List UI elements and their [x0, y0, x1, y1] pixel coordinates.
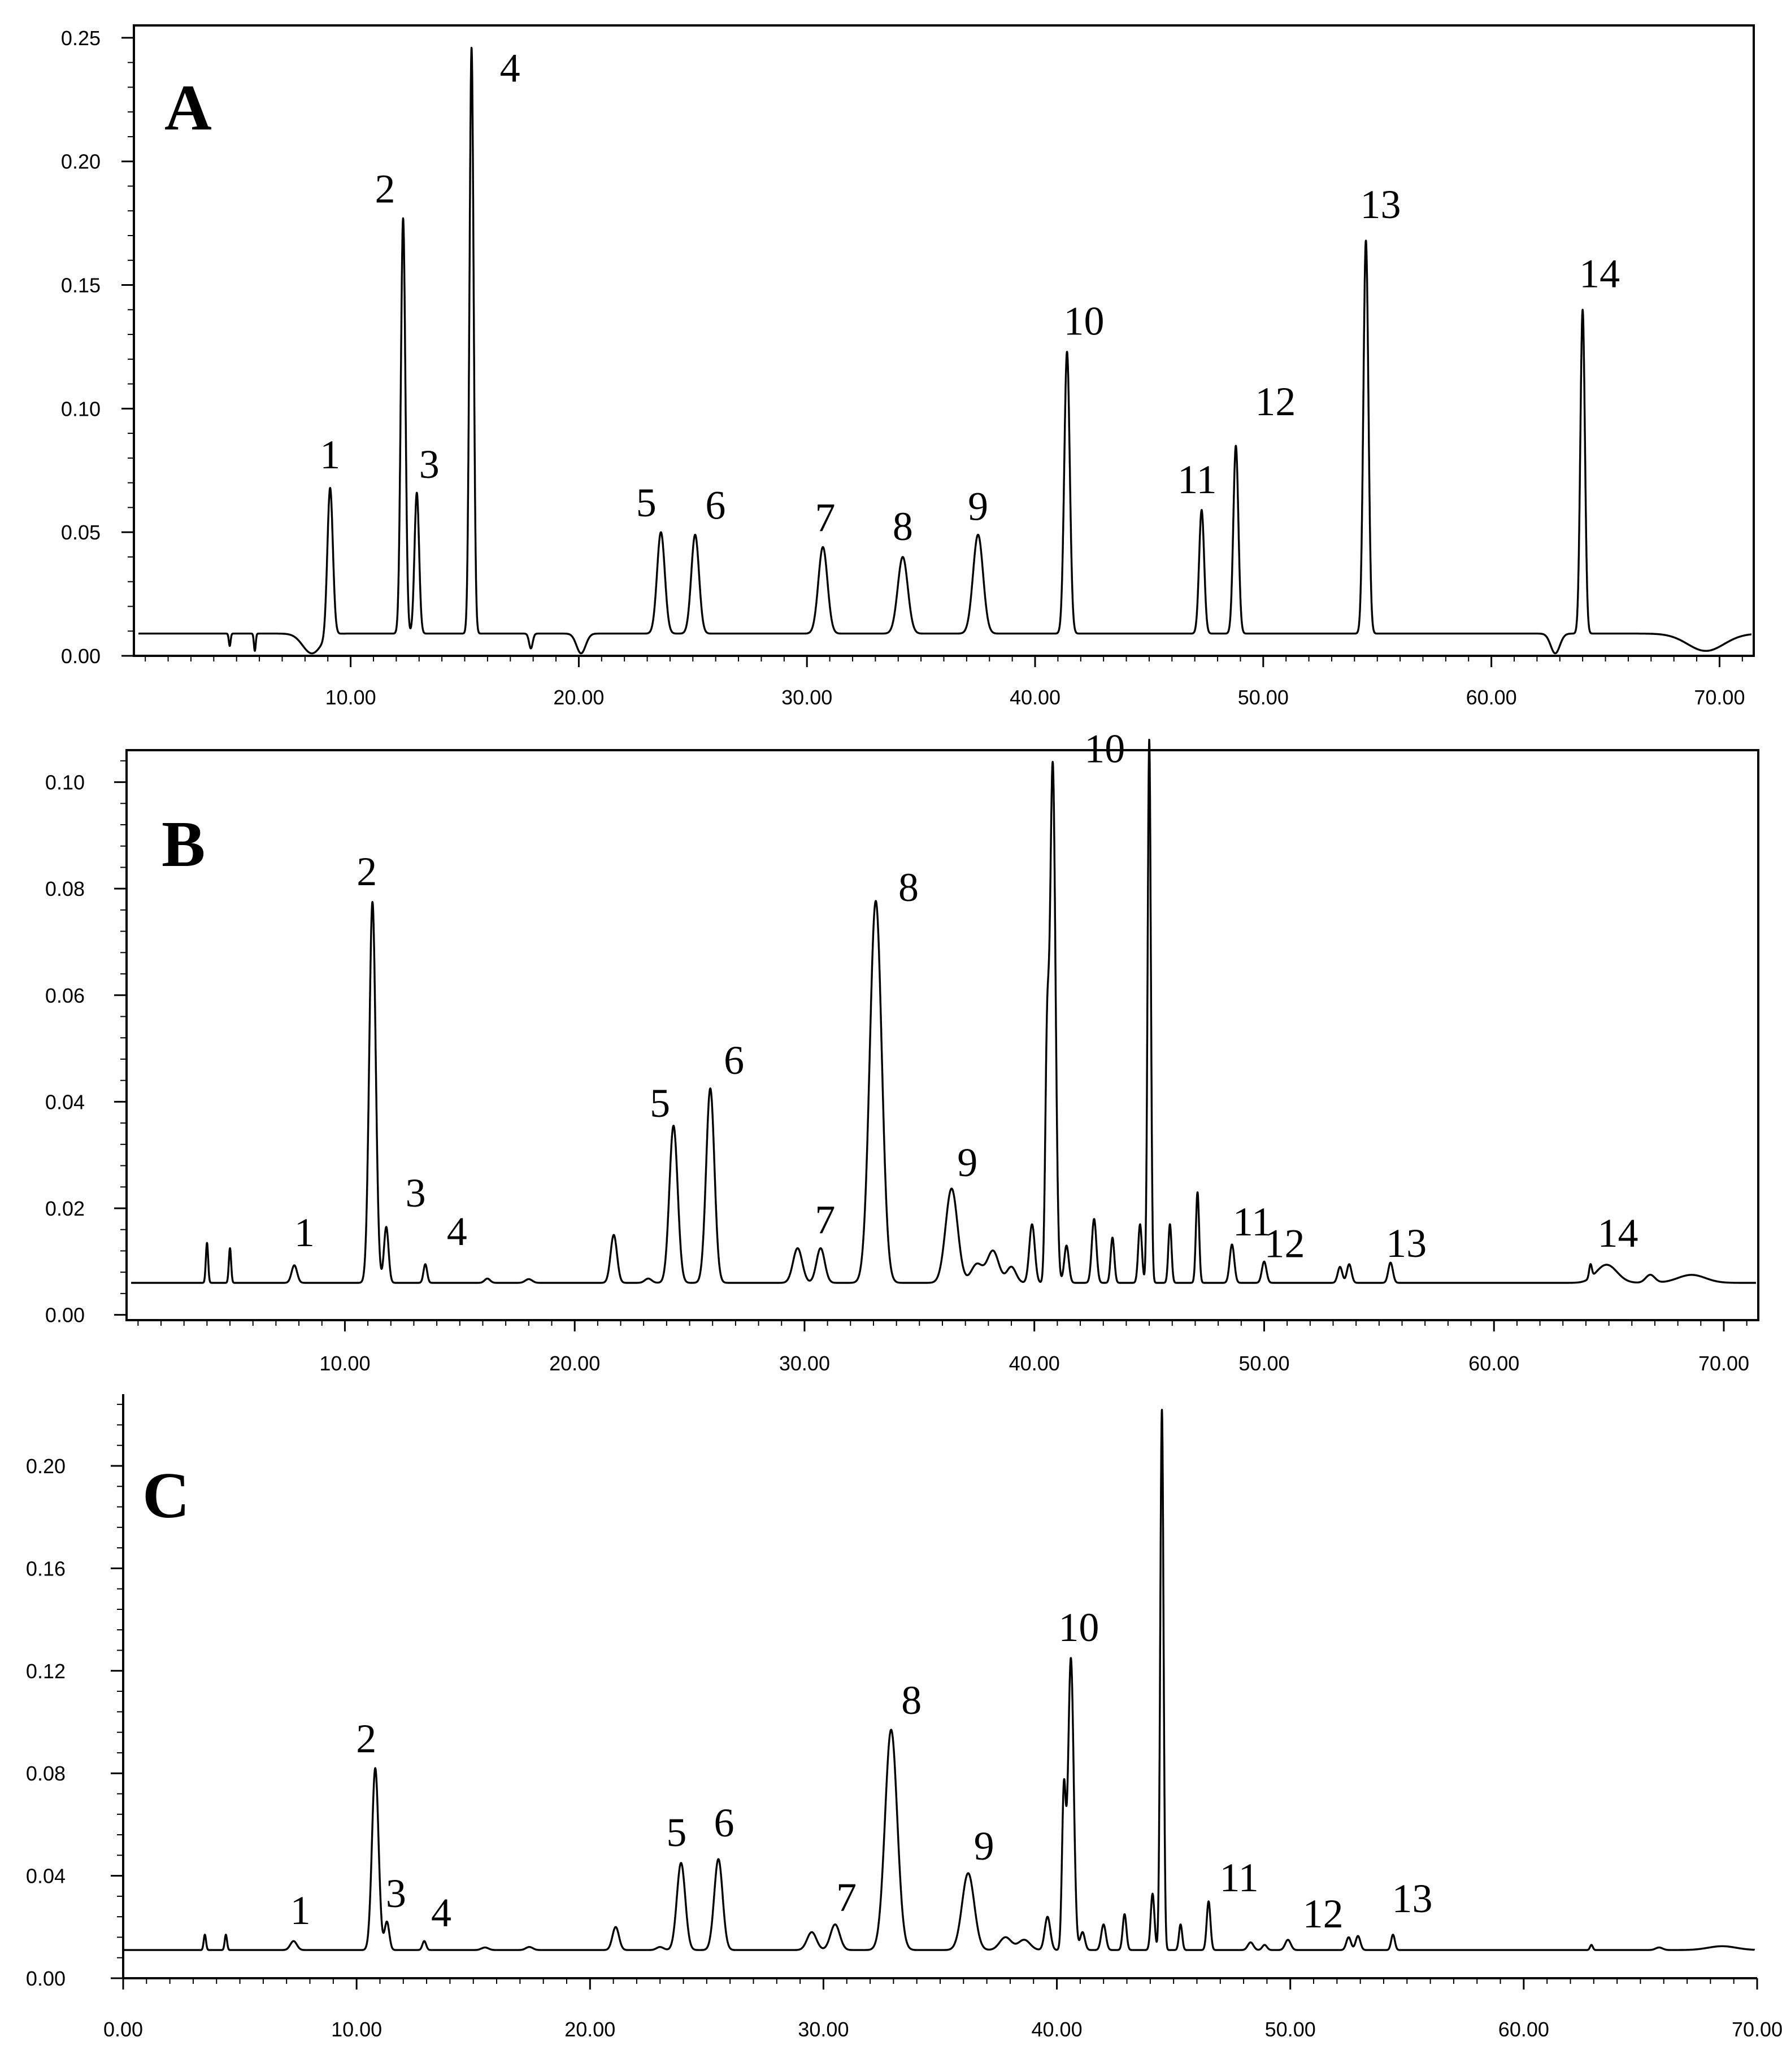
peak-label-14: 14	[1598, 1211, 1638, 1256]
x-tick-label: 30.00	[779, 1352, 830, 1375]
peak-label-9: 9	[957, 1140, 977, 1185]
peak-label-9: 9	[974, 1823, 994, 1869]
peak-label-12: 12	[1303, 1891, 1344, 1936]
x-tick-label: 50.00	[1265, 2018, 1316, 2041]
y-tick-label: 0.08	[45, 877, 85, 900]
panel-letter-c: C	[142, 1460, 190, 1532]
x-tick-label: 70.00	[1732, 2018, 1782, 2041]
peak-label-1: 1	[290, 1888, 311, 1933]
peak-label-4: 4	[447, 1209, 467, 1254]
y-tick-label: 0.00	[26, 1967, 66, 1990]
peak-label-4: 4	[500, 45, 520, 90]
y-tick-label: 0.12	[26, 1660, 66, 1683]
x-tick-label: 60.00	[1466, 686, 1517, 709]
y-tick-label: 0.20	[61, 150, 101, 173]
peak-label-10: 10	[1058, 1605, 1099, 1650]
y-tick-label: 0.04	[26, 1865, 66, 1888]
peak-label-2: 2	[375, 166, 395, 211]
peak-label-3: 3	[406, 1170, 426, 1216]
x-tick-label: 20.00	[564, 2018, 615, 2041]
y-tick-label: 0.15	[61, 274, 101, 297]
peak-label-8: 8	[893, 504, 913, 549]
chromatogram-trace	[130, 738, 1757, 1284]
x-tick-label: 30.00	[798, 2018, 849, 2041]
panel-a: A 10.00 20.00 30.00 40.00 50.00 60.00 70.000.0…	[61, 24, 1755, 709]
y-tick-label: 0.05	[61, 521, 101, 544]
x-tick-label: 0.00	[103, 2018, 143, 2041]
y-tick-label: 0.06	[45, 984, 85, 1007]
peak-label-3: 3	[386, 1871, 406, 1916]
peak-label-2: 2	[356, 1716, 376, 1761]
x-tick-label: 30.00	[781, 686, 832, 709]
x-tick-label: 10.00	[325, 686, 376, 709]
x-tick-label: 40.00	[1009, 1352, 1060, 1375]
peak-label-6: 6	[724, 1038, 744, 1083]
x-tick-label: 20.00	[549, 1352, 600, 1375]
x-tick-label: 60.00	[1498, 2018, 1549, 2041]
peak-label-8: 8	[901, 1678, 922, 1723]
peak-label-5: 5	[666, 1810, 686, 1855]
y-tick-label: 0.00	[61, 645, 101, 668]
peak-label-2: 2	[357, 849, 377, 894]
peak-label-13: 13	[1361, 182, 1401, 227]
peak-label-3: 3	[419, 442, 440, 487]
x-tick-label: 50.00	[1238, 1352, 1289, 1375]
peak-label-6: 6	[705, 483, 725, 528]
peak-label-5: 5	[650, 1081, 670, 1126]
chromatogram-b: 10.00 20.00 30.00 40.00 50.00 60.00 70.00 0.00 0…	[45, 726, 1759, 1375]
x-tick-label: 60.00	[1468, 1352, 1519, 1375]
peak-label-12: 12	[1255, 379, 1296, 424]
y-tick-label: 0.02	[45, 1197, 85, 1220]
peak-label-9: 9	[968, 484, 988, 529]
peak-label-12: 12	[1264, 1221, 1305, 1266]
x-tick-label: 10.00	[319, 1352, 370, 1375]
peak-label-13: 13	[1386, 1221, 1427, 1266]
x-tick-label: 40.00	[1032, 2018, 1083, 2041]
peak-label-7: 7	[836, 1875, 857, 1920]
peak-label-11: 11	[1233, 1199, 1272, 1244]
y-tick-label: 0.10	[45, 771, 85, 794]
x-tick-label: 40.00	[1010, 686, 1060, 709]
panel-c: C 0.00 10.00 20.00 30.00 40.00 50.00 60.00 70.0…	[26, 1394, 1782, 2041]
chromatogram-trace	[137, 46, 1753, 655]
peak-label-7: 7	[815, 495, 835, 540]
x-tick-label: 10.00	[331, 2018, 382, 2041]
y-tick-label: 0.25	[61, 27, 101, 50]
chromatogram-c: 0.00 10.00 20.00 30.00 40.00 50.00 60.00 70.000…	[26, 1394, 1782, 2041]
y-tick-label: 0.00	[45, 1304, 85, 1327]
peak-label-7: 7	[815, 1198, 835, 1243]
panel-b: B 10.00 20.00 30.00 40.00 50.00 60.00 70.000.0…	[45, 726, 1759, 1375]
panel-letter-a: A	[164, 72, 212, 144]
y-tick-label: 0.16	[26, 1557, 66, 1580]
x-tick-label: 70.00	[1698, 1352, 1749, 1375]
y-tick-label: 0.08	[26, 1762, 66, 1785]
peak-label-6: 6	[714, 1800, 734, 1845]
peak-label-1: 1	[294, 1210, 315, 1255]
peak-label-10: 10	[1064, 299, 1105, 344]
peak-label-14: 14	[1579, 251, 1620, 296]
panel-letter-b: B	[162, 808, 205, 881]
y-tick-label: 0.10	[61, 397, 101, 420]
chromatogram-a: 10.00 20.00 30.00 40.00 50.00 60.00 70.00 0.00 0…	[61, 24, 1755, 709]
y-tick-label: 0.20	[26, 1455, 66, 1478]
peak-label-11: 11	[1177, 457, 1216, 502]
peak-label-8: 8	[898, 865, 919, 910]
peak-label-5: 5	[636, 480, 657, 525]
chromatogram-trace	[122, 1408, 1756, 1951]
x-tick-label: 70.00	[1694, 686, 1745, 709]
peak-label-11: 11	[1219, 1855, 1258, 1900]
peak-label-4: 4	[431, 1890, 451, 1935]
y-tick-label: 0.04	[45, 1090, 85, 1113]
peak-label-13: 13	[1392, 1876, 1432, 1921]
peak-label-10: 10	[1084, 726, 1125, 772]
x-tick-label: 50.00	[1238, 686, 1289, 709]
peak-label-1: 1	[320, 432, 340, 477]
x-tick-label: 20.00	[553, 686, 604, 709]
